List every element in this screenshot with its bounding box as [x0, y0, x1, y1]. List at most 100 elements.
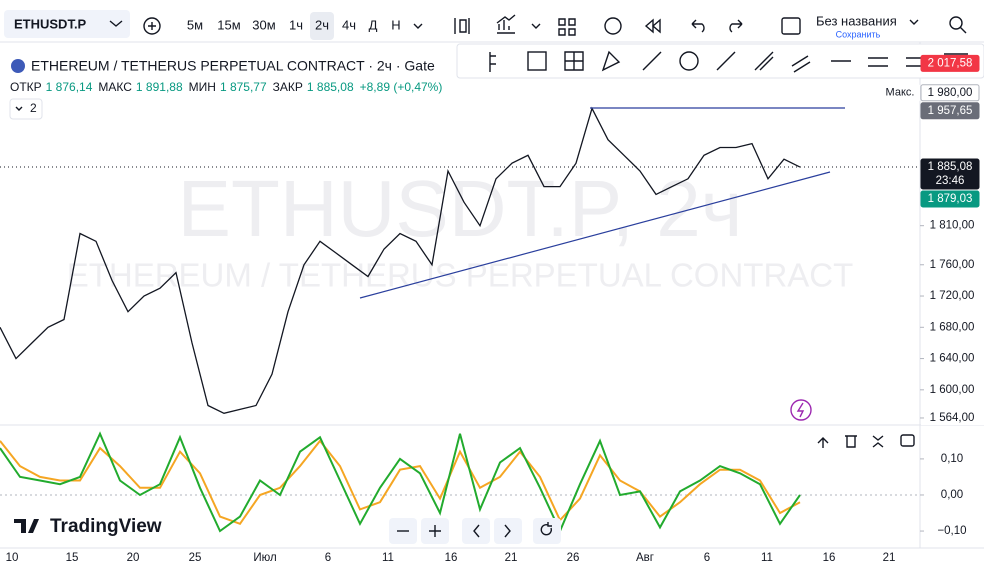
osc-tick-label: 0,00 — [941, 489, 963, 501]
drawing-toolbar-bg — [456, 43, 984, 79]
price-badge — [920, 102, 980, 120]
tool-pattern[interactable] — [601, 50, 621, 72]
brand-logo — [14, 519, 39, 533]
ohlc-text: 1 875,77 — [220, 80, 267, 94]
price-badge-label: 1 885,08 — [928, 161, 973, 173]
price-tick-label: 1 810,00 — [930, 220, 975, 232]
toolbar-bg — [0, 0, 984, 42]
layout-icon[interactable] — [558, 18, 576, 36]
chart-layer: ETHUSDT.P, 2ч ETHEREUM / TETHERUS PERPET… — [0, 106, 920, 414]
drawing-toolbar — [456, 43, 984, 79]
indicator-toggle[interactable] — [9, 98, 43, 120]
tool-circle[interactable] — [679, 51, 699, 71]
osc-tick-label: 0,10 — [941, 453, 963, 465]
time-label: 6 — [704, 552, 710, 561]
price-line — [0, 106, 801, 414]
alert-icon[interactable] — [604, 17, 622, 35]
search-icon[interactable] — [949, 16, 963, 30]
ohlc-text: ЗАКР — [273, 80, 303, 94]
indicators-icon[interactable] — [496, 14, 516, 34]
compare-icon[interactable] — [143, 17, 161, 35]
tool-s[interactable] — [868, 57, 888, 67]
redo-icon[interactable] — [729, 19, 743, 33]
price-badge — [920, 190, 980, 208]
ohlc-text: МАКС — [98, 80, 132, 94]
bolt-icon[interactable] — [790, 399, 812, 421]
interval[interactable]: 2ч — [315, 17, 329, 32]
chart-type-icon[interactable] — [454, 18, 470, 34]
time-label: Июл — [253, 552, 276, 561]
price-tick-label: 1 600,00 — [930, 384, 975, 396]
indicators-dropdown[interactable] — [531, 23, 541, 29]
price-tick-label: 1 760,00 — [930, 259, 975, 271]
interval[interactable]: Н — [391, 17, 400, 32]
pane-collapse[interactable] — [872, 435, 884, 448]
price-tick-label: 1 564,00 — [930, 412, 975, 424]
time-label: 16 — [823, 552, 836, 561]
interval-dropdown[interactable] — [413, 23, 423, 29]
ohlc-text: +8,89 (+0,47%) — [360, 80, 443, 94]
ohlc-text: 1 876,14 — [46, 80, 93, 94]
oscillator-line — [0, 439, 801, 526]
time-label: Авг — [636, 552, 654, 561]
ohlc-text: 1 891,88 — [136, 80, 183, 94]
undo-icon[interactable] — [691, 19, 705, 33]
tool-line[interactable] — [716, 51, 736, 71]
interval[interactable]: 30м — [252, 17, 275, 32]
replay-icon[interactable] — [644, 18, 661, 34]
price-badge — [920, 84, 980, 102]
time-label: 21 — [505, 552, 518, 561]
tool-parallel[interactable] — [791, 55, 811, 73]
price-badge — [920, 158, 980, 190]
scroll-right[interactable] — [494, 518, 522, 544]
pane-up[interactable] — [817, 437, 829, 448]
interval[interactable]: 4ч — [342, 17, 356, 32]
tool-channel[interactable] — [754, 51, 774, 71]
indicator-count[interactable]: 2 — [30, 101, 37, 115]
price-tick-label: 1 680,00 — [930, 321, 975, 333]
tool-grid[interactable] — [564, 51, 584, 71]
oscillator-line — [0, 431, 801, 534]
price-badge — [920, 54, 980, 72]
time-label: 11 — [761, 552, 773, 561]
compare-plus — [148, 22, 156, 30]
symbol-logo — [11, 59, 25, 73]
tool-rect[interactable] — [527, 51, 547, 71]
time-label: 6 — [325, 552, 331, 561]
tool-fib[interactable] — [489, 52, 496, 72]
interval[interactable]: Д — [369, 17, 378, 32]
interval[interactable]: 5м — [187, 17, 203, 32]
time-label: 20 — [127, 552, 140, 561]
interval-group: 5м 15м 30м 1ч 2ч 4ч Д Н — [187, 12, 401, 40]
ohlc-text: МИН — [189, 80, 216, 94]
time-label: 21 — [883, 552, 896, 561]
price-badge-label: 1 980,00 — [928, 87, 973, 99]
top-toolbar: ETHUSDT.P 5м 15м 30м 1ч 2ч 4ч Д Н Без названия … — [0, 0, 984, 43]
price-badge-label: 1 957,65 — [928, 105, 973, 117]
layout-name[interactable]: Без названия — [816, 13, 897, 28]
layout-dropdown[interactable] — [909, 19, 919, 25]
pane-maximize[interactable] — [900, 434, 915, 447]
ohlc-text: ОТКР — [10, 80, 42, 94]
symbol-search-icon[interactable] — [109, 20, 123, 27]
layout-checkbox[interactable] — [781, 17, 801, 35]
scroll-left[interactable] — [462, 518, 490, 544]
time-label: 15 — [66, 552, 79, 561]
reset-chart[interactable] — [533, 518, 561, 544]
tool-path[interactable] — [642, 51, 662, 71]
brand: TradingView — [50, 516, 162, 537]
zoom-in-icon — [429, 525, 441, 537]
osc-tick-label: −0,10 — [937, 525, 966, 537]
pane-delete[interactable] — [845, 435, 857, 448]
save-label[interactable]: Сохранить — [836, 29, 881, 39]
trend-line[interactable] — [359, 171, 831, 299]
time-label: 11 — [382, 552, 394, 561]
price-tick-label: 1 640,00 — [930, 353, 975, 365]
interval[interactable]: 15м — [217, 17, 240, 32]
interval[interactable]: 1ч — [289, 17, 303, 32]
ohlc-row: ОТКР 1 876,14 МАКС 1 891,88 МИН 1 875,77 ЗАКР 1… — [10, 80, 442, 94]
symbol[interactable]: ETHUSDT.P — [14, 16, 87, 31]
ohlc-text: 1 885,08 — [307, 80, 354, 94]
time-label: 10 — [6, 552, 19, 561]
symbol-box[interactable] — [4, 10, 130, 38]
